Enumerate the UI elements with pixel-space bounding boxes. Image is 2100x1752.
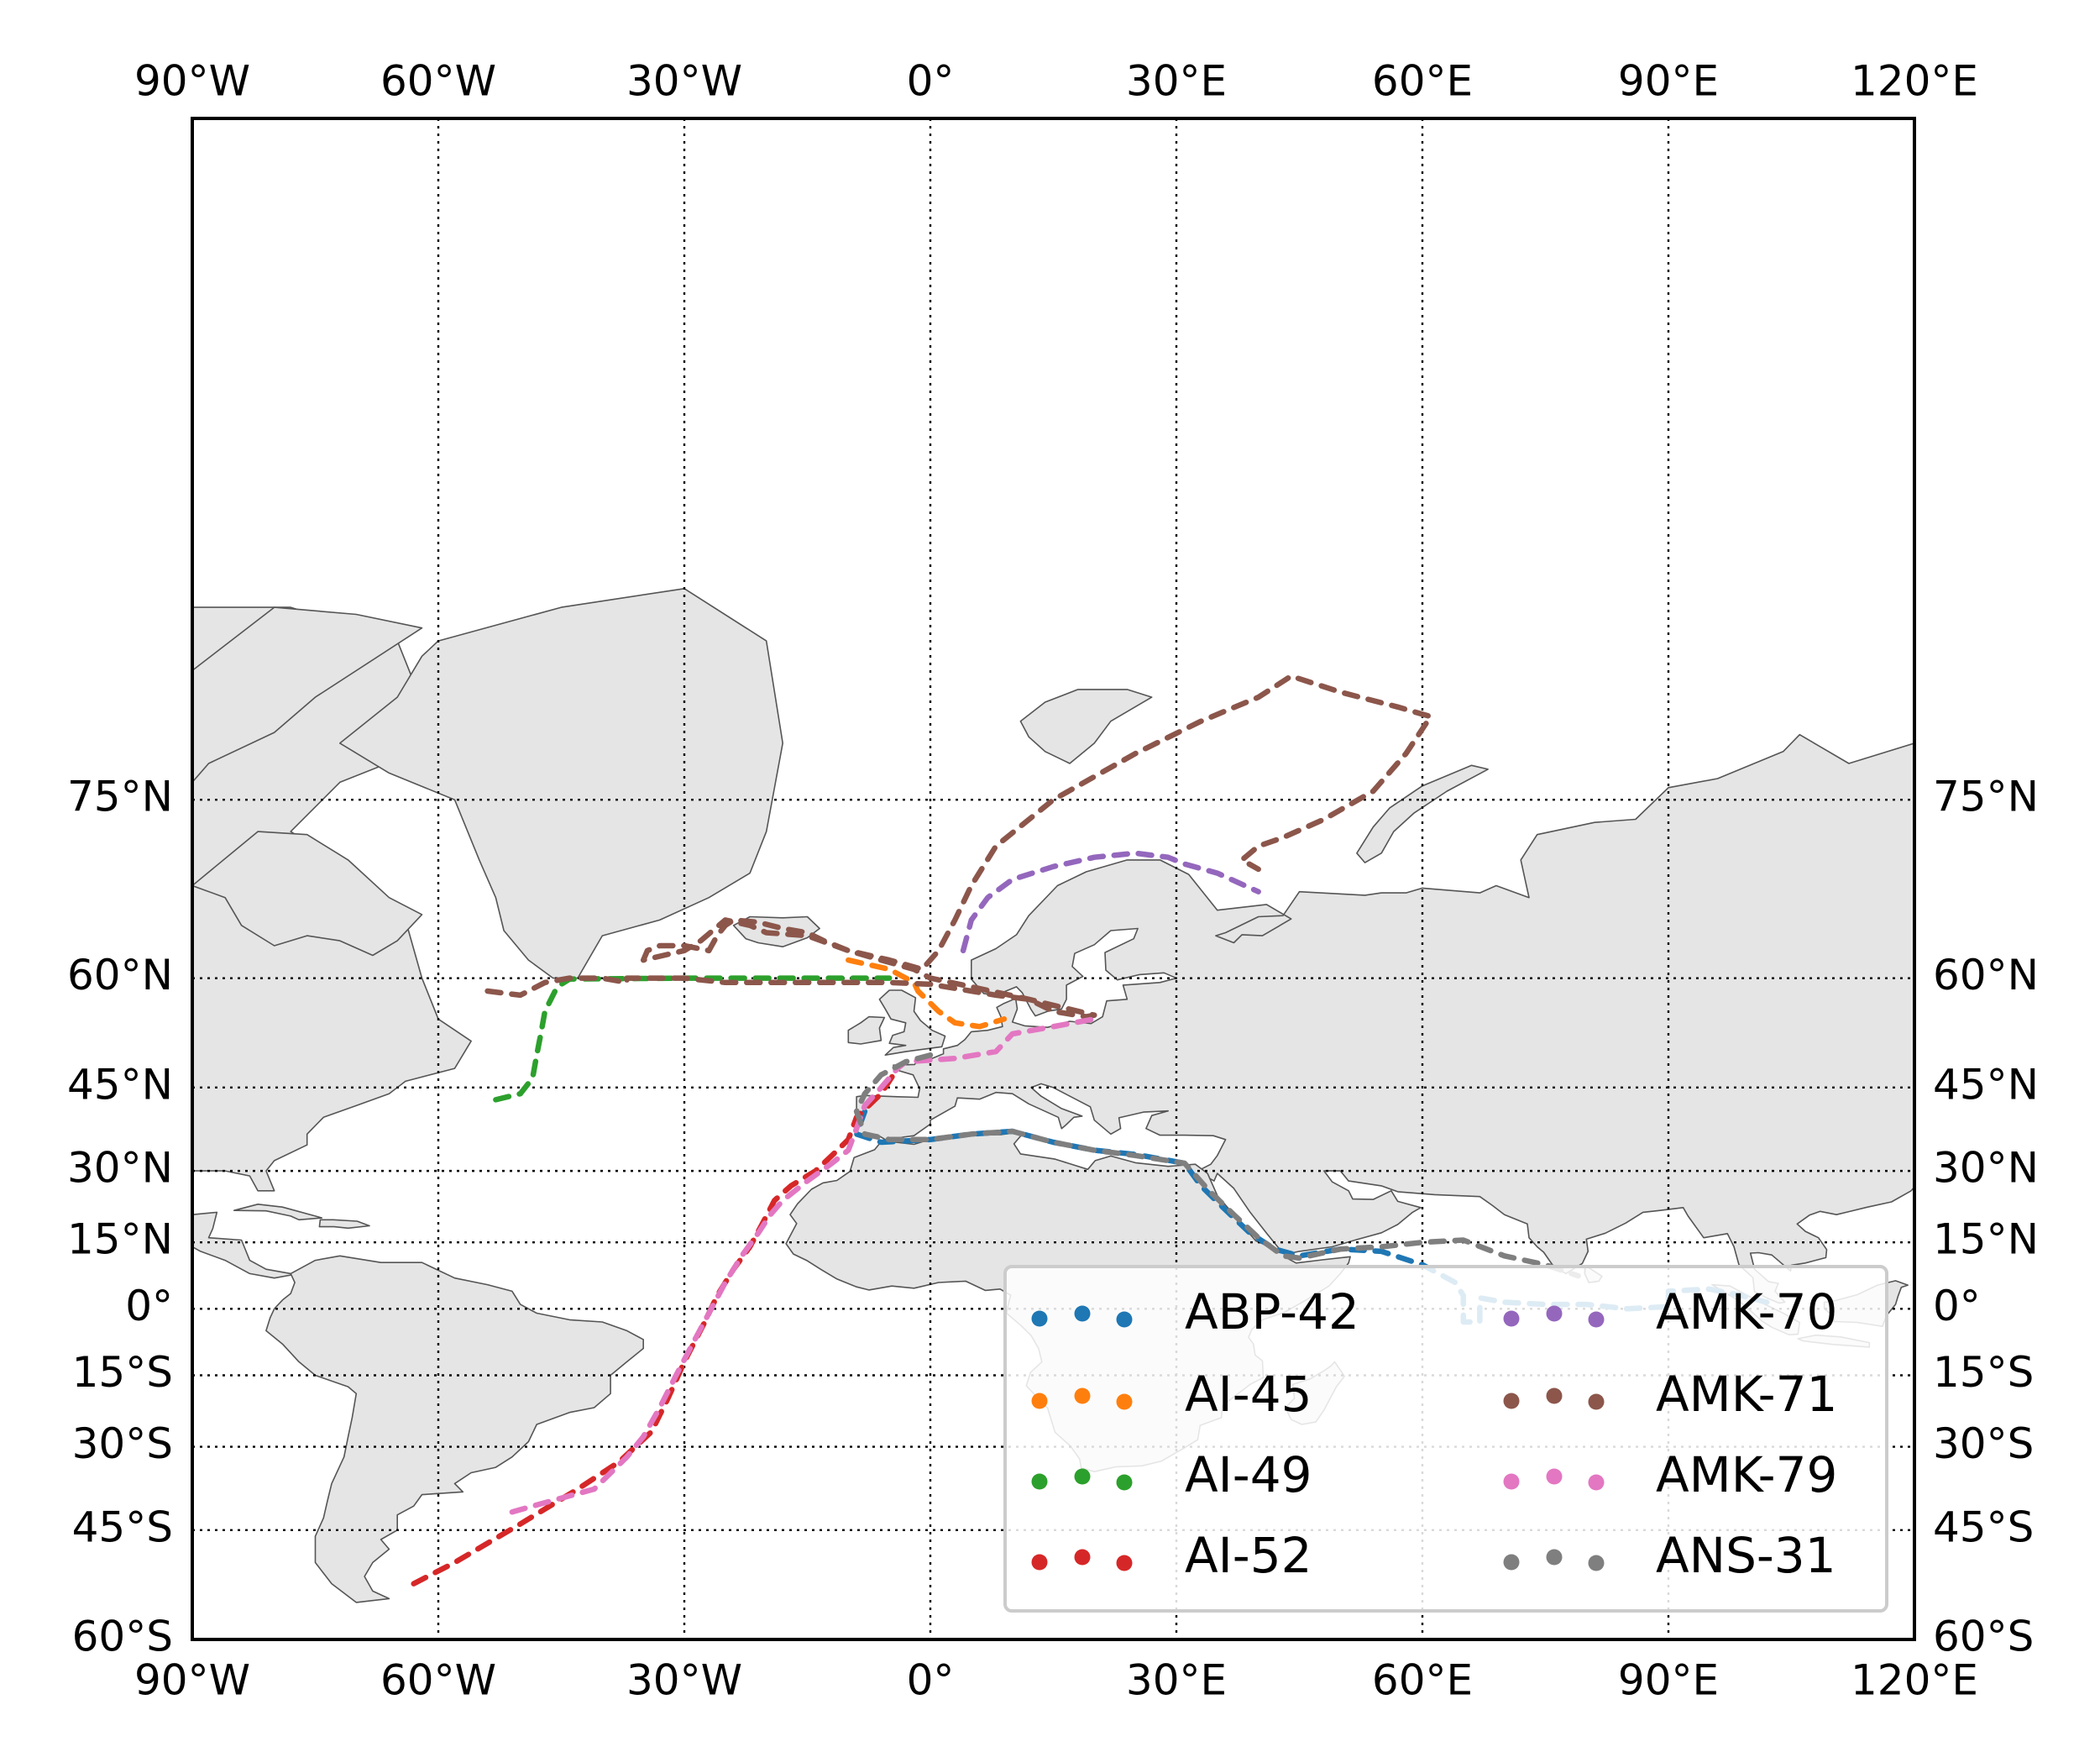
legend-marker (1503, 1473, 1520, 1490)
y-tick-label-left: 15°S (72, 1348, 173, 1397)
track-amk-70 (960, 850, 1261, 954)
legend-marker (1588, 1474, 1605, 1491)
y-tick-label-left: 60°S (72, 1613, 173, 1661)
legend-marker (1546, 1468, 1563, 1485)
legend-marker (1074, 1387, 1091, 1404)
x-tick-label-top: 120°E (1851, 57, 1978, 106)
land-svalbard (1019, 689, 1153, 764)
legend: ABP-42 AI-45 AI-49 AI-52 AMK-70 AMK-71 AMK-79 A… (1003, 1265, 1888, 1613)
track-ai-49 (493, 975, 893, 1103)
land-cuba (233, 1204, 323, 1221)
legend-marker (1031, 1310, 1048, 1327)
land-novaya-zemlya (1356, 764, 1489, 863)
y-tick-label-left: 75°N (67, 773, 173, 821)
y-tick-label-left: 30°S (72, 1419, 173, 1468)
legend-marker (1588, 1393, 1605, 1410)
y-tick-label-left: 45°S (72, 1503, 173, 1551)
y-tick-label-left: 60°N (67, 951, 173, 999)
x-tick-label-bottom: 30°E (1126, 1656, 1227, 1705)
legend-marker (1116, 1311, 1133, 1328)
legend-label: AI-45 (1185, 1366, 1312, 1423)
land-great-britain (878, 989, 946, 1056)
legend-marker (1074, 1468, 1091, 1485)
x-tick-label-top: 60°W (380, 57, 496, 106)
y-tick-label-right: 30°S (1933, 1419, 2034, 1468)
x-tick-label-top: 90°E (1618, 57, 1719, 106)
land-baffin-island (192, 831, 423, 957)
x-tick-label-top: 30°E (1126, 57, 1227, 106)
x-tick-label-bottom: 120°E (1851, 1656, 1978, 1705)
legend-box (1003, 1265, 1888, 1613)
legend-marker (1588, 1555, 1605, 1571)
track-amk-71 (484, 673, 1434, 1020)
legend-marker (1031, 1393, 1048, 1409)
legend-marker (1503, 1393, 1520, 1409)
legend-label: AI-49 (1185, 1446, 1312, 1503)
y-tick-label-right: 30°N (1933, 1144, 2039, 1193)
land-arctic-islands-canada (192, 606, 423, 784)
legend-label: AI-52 (1185, 1527, 1312, 1584)
track-ai-45 (846, 957, 1008, 1030)
legend-label: AMK-70 (1656, 1283, 1837, 1340)
x-tick-label-top: 0° (907, 57, 955, 106)
land-hispaniola (318, 1219, 370, 1230)
y-tick-label-left: 45°N (67, 1060, 173, 1109)
x-tick-label-bottom: 30°W (626, 1656, 742, 1705)
y-tick-label-right: 15°N (1933, 1215, 2039, 1264)
legend-marker (1503, 1554, 1520, 1571)
y-tick-label-right: 15°S (1933, 1348, 2034, 1397)
track-amk-79 (509, 1016, 1097, 1515)
x-tick-label-bottom: 90°E (1618, 1656, 1719, 1705)
legend-label: AMK-71 (1656, 1366, 1837, 1423)
axis-tick-labels: 90°W 90°W 60°W 60°W 30°W 30°W 0° 0° 30°E 30°E 60°E… (67, 57, 2039, 1705)
legend-marker (1503, 1310, 1520, 1327)
ship-tracks (411, 673, 1770, 1587)
y-tick-label-left: 15°N (67, 1215, 173, 1264)
land-south-america (265, 1255, 644, 1603)
x-tick-label-top: 90°W (134, 57, 250, 106)
y-tick-label-right: 75°N (1933, 773, 2039, 821)
legend-label: ABP-42 (1185, 1283, 1359, 1340)
legend-marker (1116, 1474, 1133, 1491)
legend-marker (1116, 1555, 1133, 1571)
legend-label: AMK-79 (1656, 1446, 1837, 1503)
legend-marker (1031, 1473, 1048, 1490)
land-eurasia (856, 733, 1914, 1304)
y-tick-label-left: 0° (125, 1282, 173, 1330)
x-tick-label-top: 60°E (1372, 57, 1473, 106)
legend-label: ANS-31 (1656, 1527, 1836, 1584)
y-tick-label-right: 60°S (1933, 1613, 2034, 1661)
x-tick-label-bottom: 90°W (134, 1656, 250, 1705)
plot-frame (191, 117, 1916, 1641)
y-tick-label-right: 60°N (1933, 951, 2039, 999)
y-tick-label-right: 0° (1933, 1282, 1981, 1330)
land-ireland (847, 1015, 886, 1045)
legend-marker (1116, 1393, 1133, 1410)
legend-marker (1546, 1387, 1563, 1404)
legend-marker (1588, 1311, 1605, 1328)
y-tick-label-left: 30°N (67, 1144, 173, 1193)
x-tick-label-bottom: 60°E (1372, 1656, 1473, 1705)
legend-marker (1031, 1554, 1048, 1571)
track-ans-31 (853, 1052, 1581, 1279)
legend-marker (1546, 1305, 1563, 1322)
x-tick-label-bottom: 60°W (380, 1656, 496, 1705)
x-tick-label-bottom: 0° (907, 1656, 955, 1705)
x-tick-label-top: 30°W (626, 57, 742, 106)
legend-marker (1074, 1305, 1091, 1322)
y-tick-label-right: 45°S (1933, 1503, 2034, 1551)
legend-marker (1546, 1549, 1563, 1566)
legend-marker (1074, 1549, 1091, 1566)
y-tick-label-right: 45°N (1933, 1060, 2039, 1109)
